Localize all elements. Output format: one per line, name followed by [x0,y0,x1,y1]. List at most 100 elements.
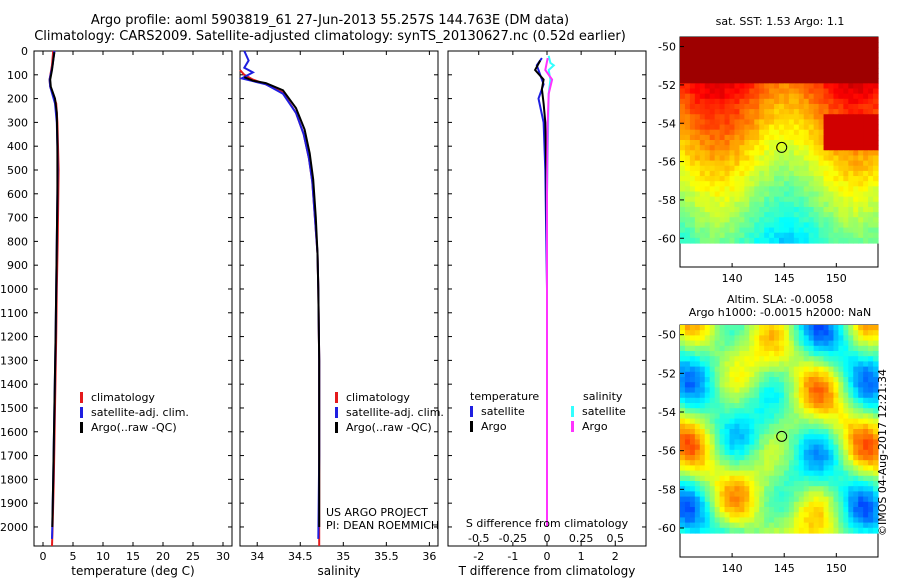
map-cell [724,351,731,357]
map-cell [858,155,864,162]
map-cell [734,455,740,461]
map-cell [813,114,820,120]
map-cell [853,119,859,126]
map-cell [798,345,805,352]
map-cell [704,186,711,193]
map-cell [828,481,835,487]
map-cell [769,42,775,48]
map-cell [694,429,701,435]
map-cell [793,382,800,388]
map-cell [689,150,696,157]
map-cell [719,455,726,461]
map-cell [788,413,795,420]
map-cell [714,160,721,167]
map-cell [694,382,701,388]
map-cell [808,98,815,105]
map-cell [808,176,815,182]
map-cell [719,57,726,64]
map-cell [808,78,815,84]
map-cell [788,418,795,425]
map-cell [818,47,825,54]
map-cell [779,460,785,466]
map-cell [709,165,716,172]
map-cell [843,403,849,409]
map-cell [833,140,839,146]
map-cell [853,42,859,48]
map-cell [739,52,745,59]
map-cell [863,222,869,229]
lat-tick-label: -58 [658,194,676,207]
map-cell [798,114,805,120]
map-cell [803,47,810,54]
map-cell [863,98,869,105]
map-cell [729,37,736,43]
map-cell [818,83,825,90]
map-cell [818,124,825,131]
map-cell [764,356,770,362]
map-cell [754,160,760,167]
map-cell [873,186,879,193]
map-cell [848,206,854,213]
map-cell [699,522,706,529]
map-cell [803,129,810,136]
map-cell [709,491,716,498]
map-cell [828,181,835,187]
map-cell [739,455,745,461]
map-cell [833,232,839,239]
map-cell [764,475,770,482]
map-cell [853,140,859,146]
map-cell [749,217,755,223]
map-cell [818,181,825,187]
x-tick-label: 35 [336,550,350,563]
map-cell [868,491,874,498]
map-cell [823,449,830,456]
map-cell [873,170,879,177]
map-cell [680,150,686,157]
map-cell [858,496,864,503]
map-cell [749,475,755,482]
map-cell [813,512,820,518]
map-cell [838,145,844,151]
map-cell [873,67,879,74]
map-cell [788,439,795,446]
map-cell [769,191,775,198]
map-cell [788,371,795,378]
map-cell [808,434,815,440]
map-cell [744,377,750,383]
map-cell [729,366,736,373]
map-cell [833,73,839,79]
map-cell [729,181,736,187]
map-cell [793,403,800,409]
map-cell [699,512,706,518]
map-cell [734,196,740,203]
map-cell [853,491,859,498]
map-cell [764,429,770,435]
map-cell [803,114,810,120]
map-cell [734,52,740,59]
map-cell [793,212,800,218]
map-cell [793,114,800,120]
map-cell [808,429,815,435]
map-cell [853,186,859,193]
map-cell [783,356,790,362]
map-cell [848,413,854,420]
map-cell [744,103,750,110]
map-cell [744,444,750,451]
map-cell [873,397,879,404]
map-cell [729,88,736,95]
map-cell [724,160,731,167]
map-cell [853,165,859,172]
map-cell [699,403,706,409]
map-cell [769,460,775,466]
map-cell [779,512,785,518]
map-cell [798,366,805,373]
map-cell [709,434,716,440]
map-cell [779,88,785,95]
map-cell [714,124,721,131]
lat-tick-label: -56 [658,156,676,169]
map-cell [798,227,805,234]
map-cell [694,475,701,482]
map-cell [694,196,701,203]
map-cell [873,444,879,451]
map-cell [868,227,874,234]
